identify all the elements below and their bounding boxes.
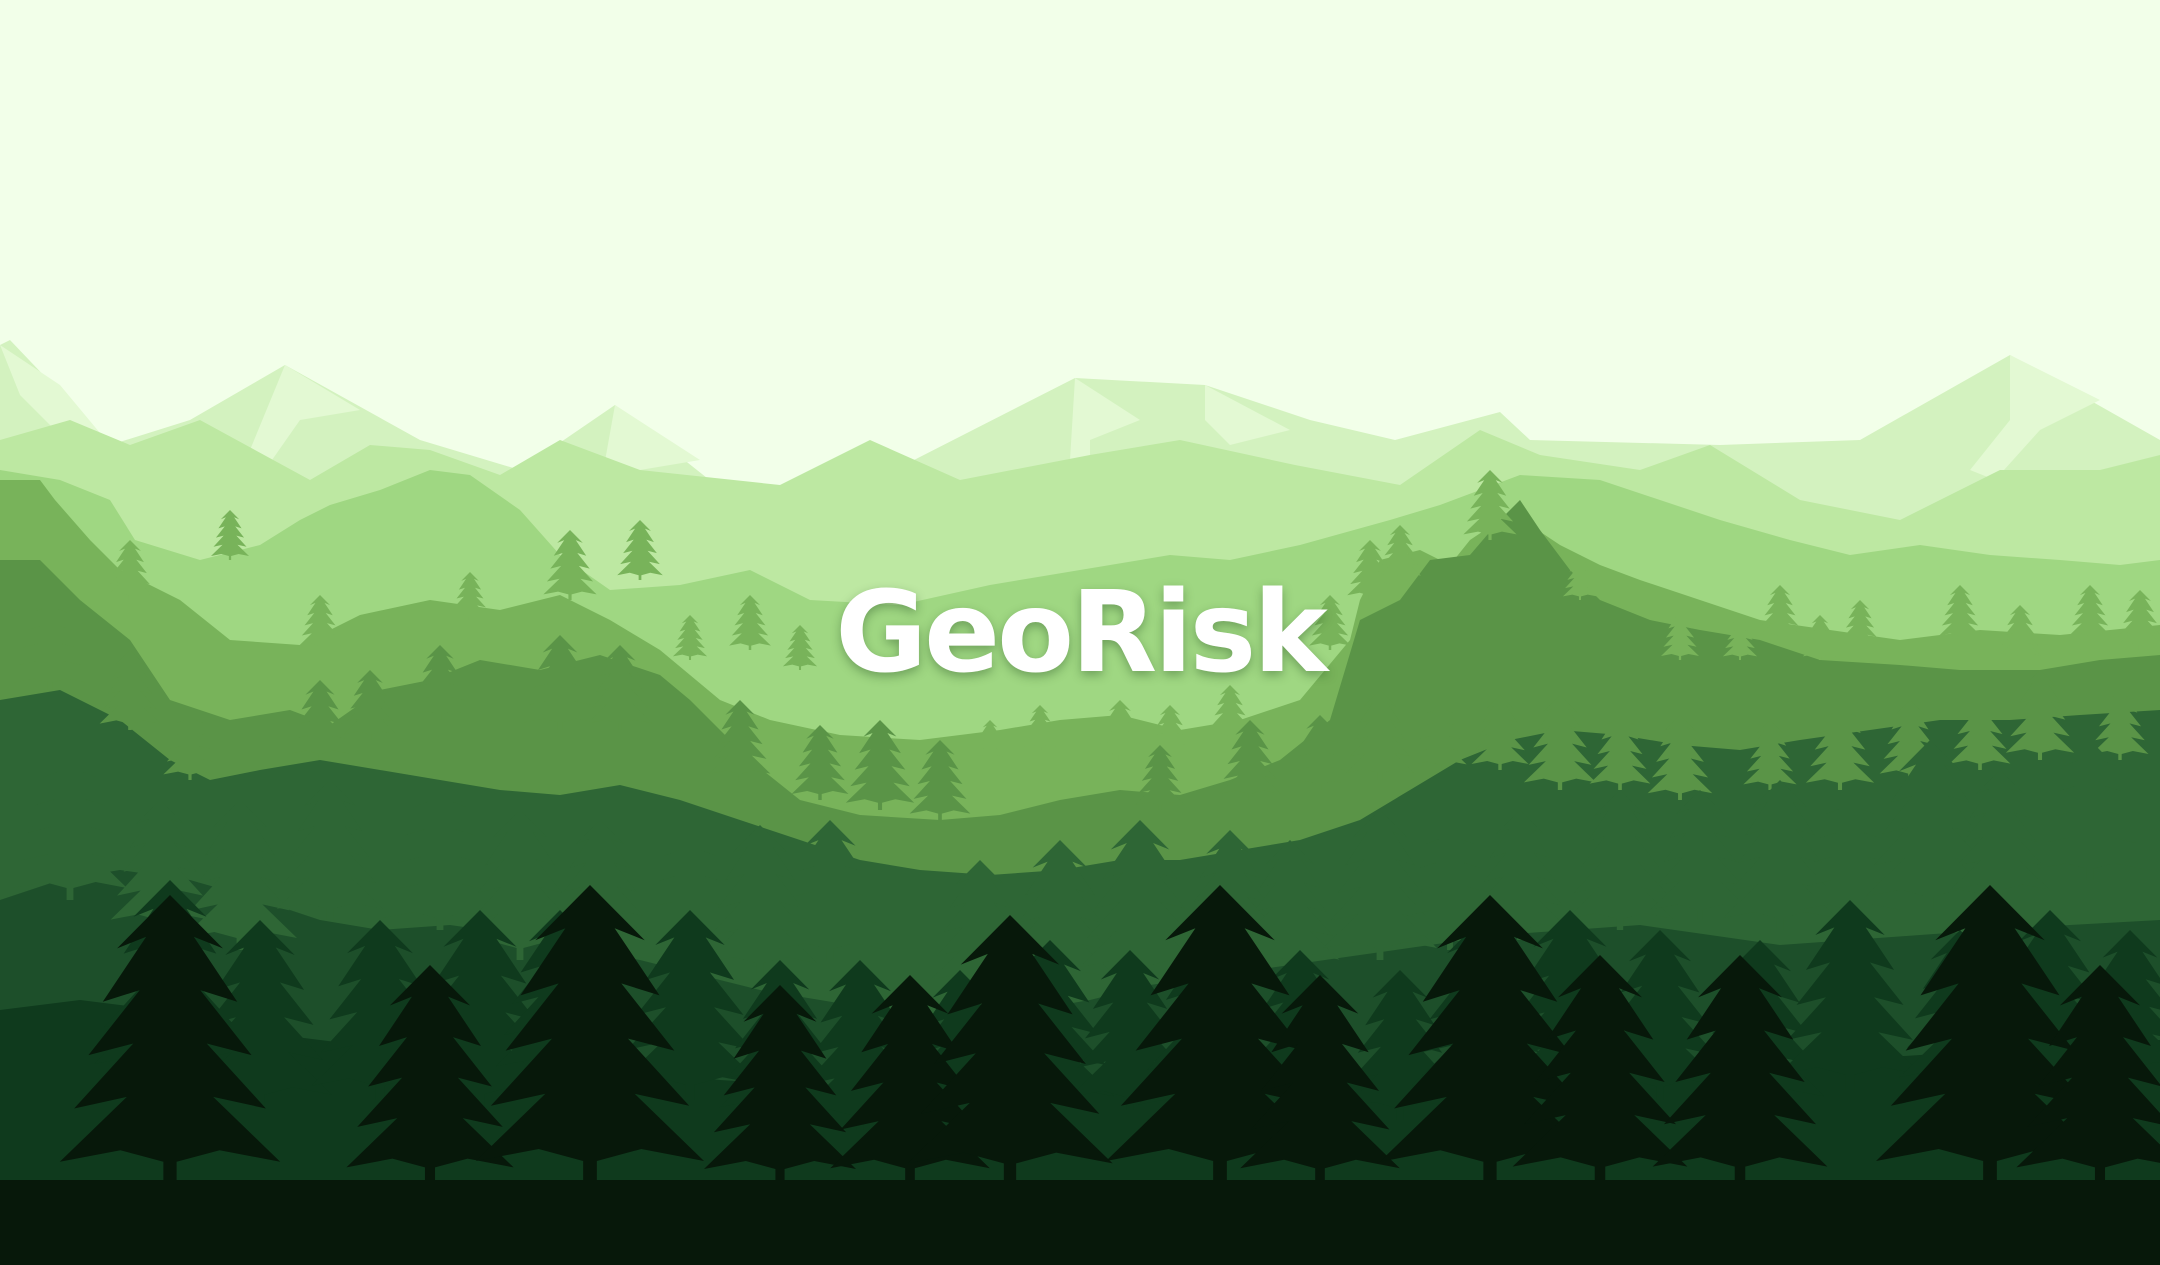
pine-tree — [59, 895, 281, 1185]
pine-tree — [1777, 900, 1923, 1090]
pine-tree — [13, 750, 127, 900]
ground — [0, 1180, 2160, 1265]
pine-tree — [2016, 965, 2160, 1185]
pine-tree — [211, 510, 249, 560]
pine-tree — [1589, 710, 1651, 790]
pine-tree — [1022, 705, 1058, 750]
pine-tree — [1463, 470, 1517, 540]
pine-tree — [1097, 700, 1143, 760]
pine-tree — [1566, 790, 1674, 930]
pine-tree — [1523, 695, 1597, 790]
pine-tree — [2036, 740, 2144, 880]
pine-tree — [289, 680, 351, 760]
pine-tree — [1722, 615, 1758, 660]
pine-tree — [791, 725, 849, 800]
pine-tree — [974, 720, 1006, 760]
pine-tree — [1079, 820, 1201, 980]
pine-tree — [1950, 770, 2050, 900]
pine-tree — [909, 740, 971, 820]
pine-tree — [1939, 585, 1981, 640]
pine-tree — [1661, 610, 1699, 660]
pine-tree — [1135, 745, 1185, 810]
pine-tree — [99, 650, 161, 730]
pine-tree — [13, 595, 87, 690]
pine-tree — [587, 645, 653, 730]
pine-tree — [1323, 810, 1437, 960]
pine-tree — [1723, 780, 1837, 930]
pine-tree — [107, 540, 153, 600]
pine-tree — [383, 780, 497, 930]
pine-tree — [1805, 700, 1875, 790]
pine-tree — [709, 700, 771, 780]
pine-tree — [782, 625, 818, 670]
pine-tree — [523, 635, 597, 730]
pine-tree — [1759, 585, 1801, 640]
pine-tree — [672, 615, 708, 660]
pine-tree — [776, 820, 884, 960]
pine-tree — [1471, 695, 1529, 770]
pine-tree — [411, 645, 469, 720]
pine-tree — [543, 530, 597, 600]
pine-tree — [1841, 600, 1879, 650]
pine-tree — [1309, 595, 1351, 650]
pine-tree — [2091, 685, 2149, 760]
pine-tree — [299, 595, 341, 650]
pine-tree — [276, 780, 384, 920]
pine-tree — [2069, 585, 2111, 640]
pine-tree — [1650, 790, 1750, 920]
pine-tree — [2117, 590, 2160, 650]
pine-tree — [1347, 540, 1393, 600]
pine-tree — [2005, 670, 2075, 760]
pine-tree — [1209, 685, 1251, 740]
pine-tree — [907, 915, 1113, 1185]
pine-tree — [636, 830, 744, 970]
pine-tree — [1345, 690, 1415, 780]
pine-tree — [476, 885, 704, 1185]
pine-tree — [346, 965, 514, 1185]
pine-tree — [1240, 840, 1340, 970]
pine-tree — [1802, 615, 1838, 660]
pine-tree — [1291, 715, 1349, 790]
pine-tree — [163, 710, 217, 780]
pine-tree — [1562, 555, 1598, 600]
pine-tree — [1652, 955, 1828, 1185]
pine-tree — [845, 720, 915, 810]
pine-tree — [1999, 605, 2041, 660]
pine-tree — [1379, 525, 1421, 580]
pine-tree — [183, 800, 297, 950]
pine-tree — [617, 520, 663, 580]
pine-tree — [451, 572, 489, 620]
pine-tree — [1647, 715, 1713, 800]
pine-tree — [1240, 975, 1400, 1185]
pine-tree — [617, 910, 763, 1100]
pine-tree — [1949, 690, 2011, 770]
pine-tree — [704, 985, 856, 1185]
pine-tree — [1413, 700, 1467, 770]
pine-tree — [729, 595, 771, 650]
pine-tree — [343, 670, 397, 740]
pine-tree — [1743, 720, 1797, 790]
pine-tree — [1512, 955, 1688, 1185]
pine-tree — [1219, 720, 1281, 800]
pine-tree — [1865, 740, 1995, 910]
